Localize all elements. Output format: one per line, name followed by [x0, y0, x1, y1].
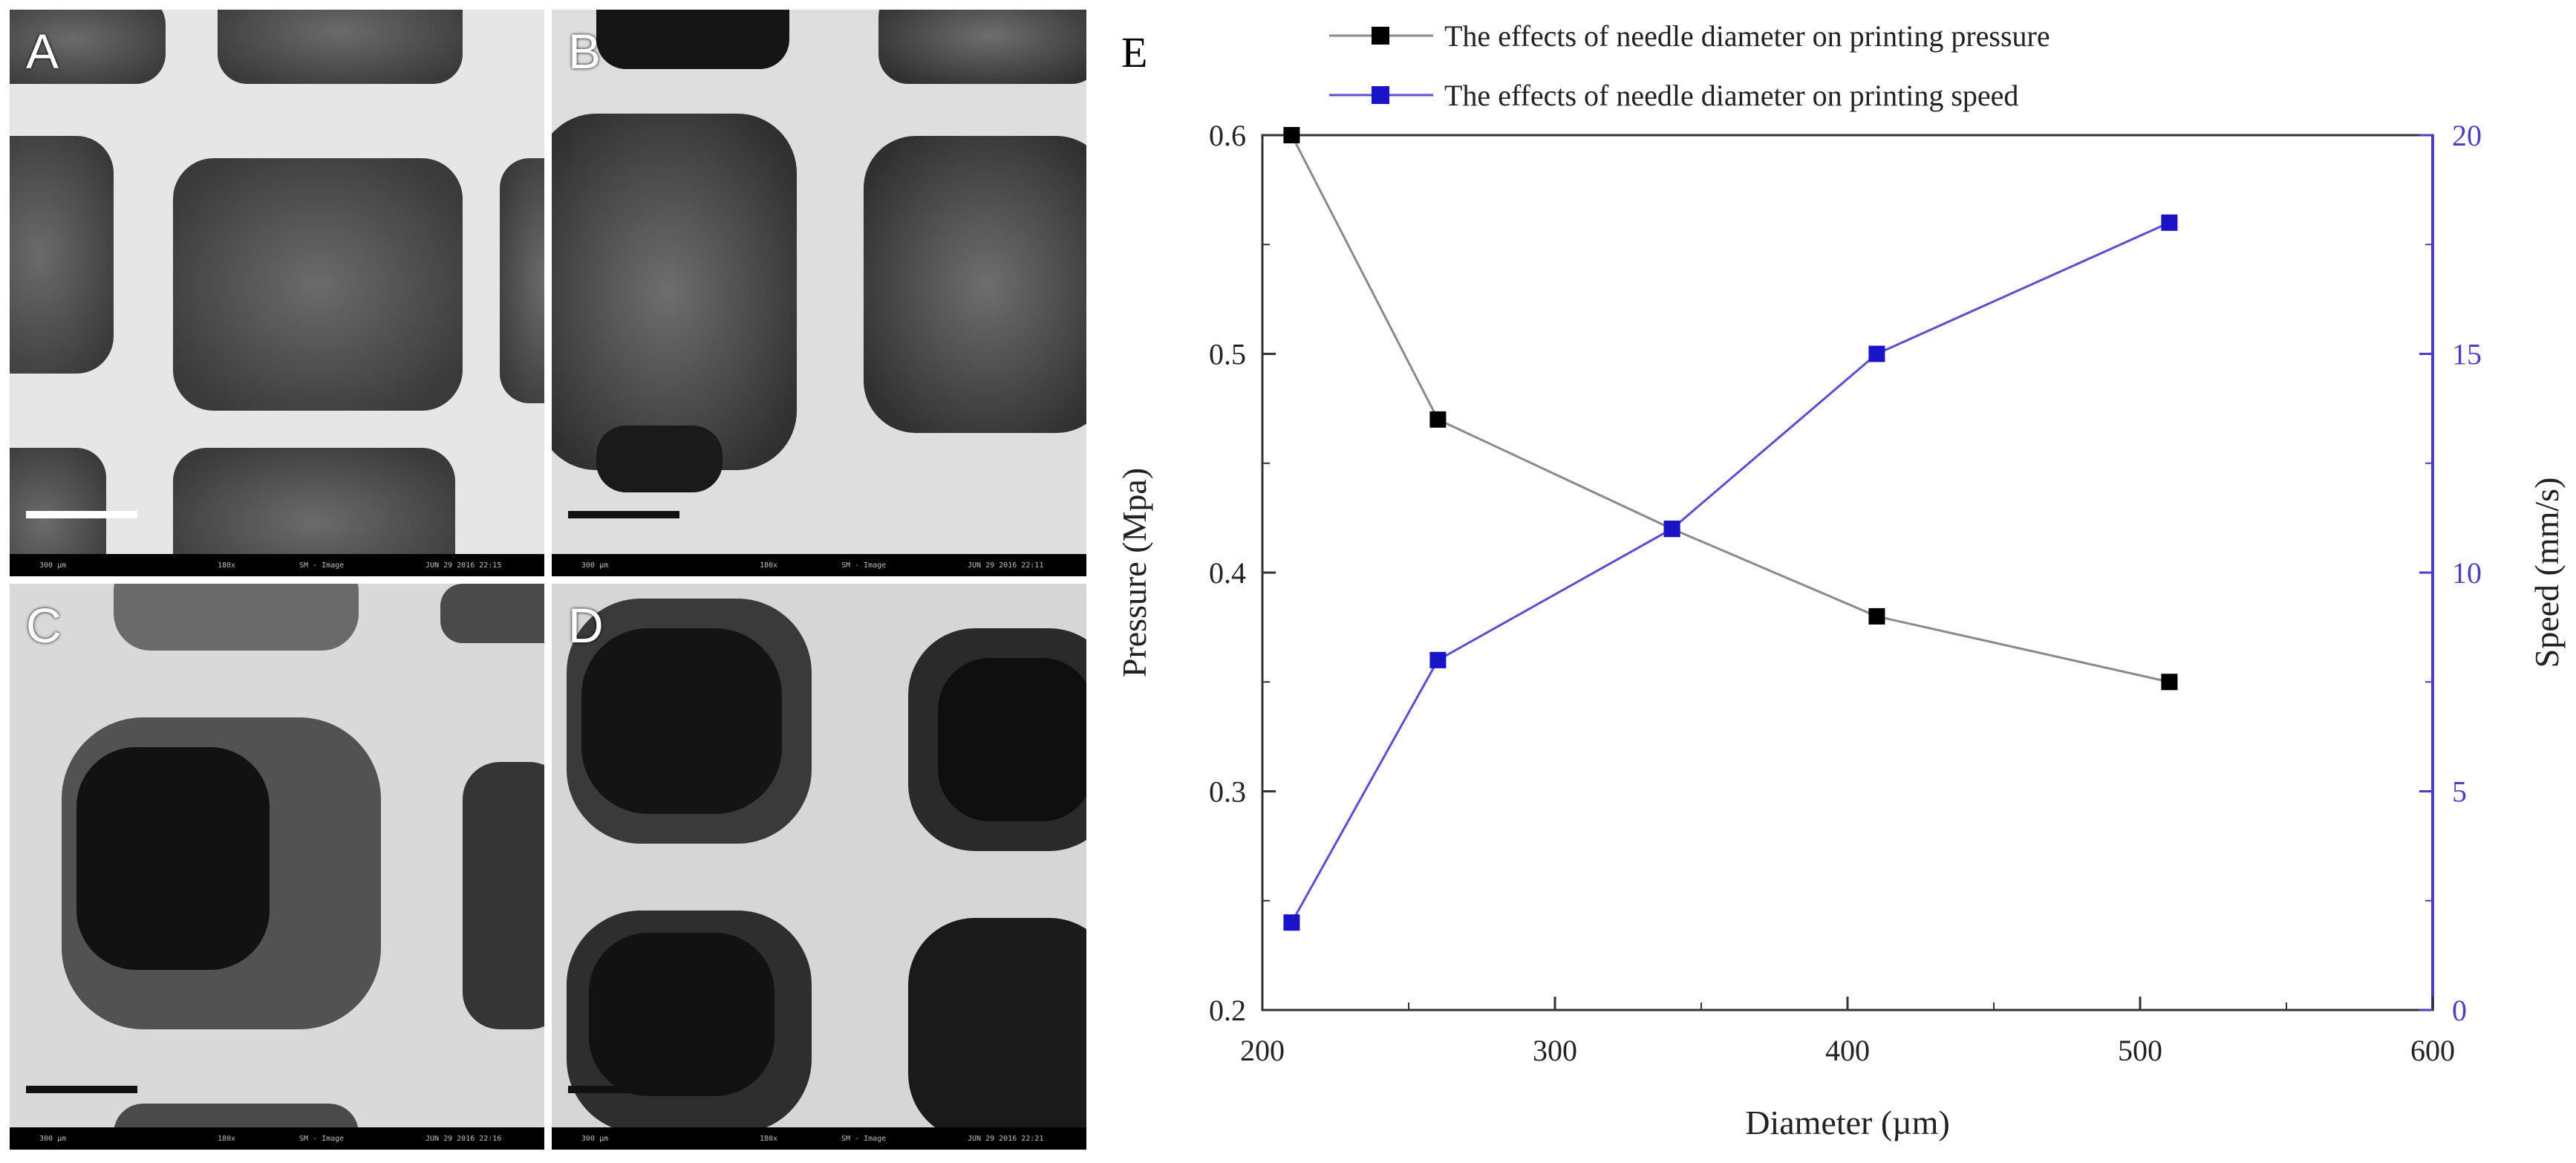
- right-y-axis: 0 5 10 15 20: [2419, 119, 2482, 1027]
- data-point-pressure: [1868, 607, 1885, 625]
- sem-image-c: [10, 584, 544, 1150]
- info-mode-d: SM - Image: [841, 1134, 887, 1143]
- plot-area: [1261, 134, 2434, 1011]
- chart-legend: The effects of needle diameter on printi…: [1329, 19, 2050, 112]
- data-point-speed: [1283, 914, 1300, 931]
- panel-letter-a: A: [26, 24, 59, 79]
- y2-tick-label: 10: [2452, 556, 2482, 590]
- scale-bar-b: [568, 511, 679, 518]
- info-scale-a: 300 µm: [39, 561, 67, 570]
- legend-label-pressure: The effects of needle diameter on printi…: [1444, 19, 2050, 53]
- sem-panel-d: D 300 µm 180x SM - Image JUN 29 2016 22:…: [552, 584, 1086, 1150]
- data-point-pressure: [1283, 127, 1300, 143]
- info-mag-d: 180x: [760, 1134, 778, 1143]
- right-y-axis-label: Speed (mm/s): [2528, 478, 2566, 668]
- x-axis-label: Diameter (µm): [1745, 1104, 1950, 1141]
- scale-bar-d: [568, 1086, 679, 1093]
- panel-letter-c: C: [26, 598, 62, 653]
- sem-info-bar-d: 300 µm 180x SM - Image JUN 29 2016 22:21: [552, 1127, 1086, 1150]
- info-date-c: JUN 29 2016 22:16: [425, 1134, 502, 1143]
- sem-panel-a: A 300 µm 180x SM - Image JUN 29 2016 22:…: [10, 10, 544, 576]
- y-tick-label: 0.4: [1209, 556, 1246, 590]
- info-mag-b: 180x: [760, 561, 778, 570]
- x-axis: 200 300 400 500 600: [1240, 997, 2455, 1067]
- x-tick-label: 400: [1825, 1034, 1870, 1067]
- left-y-axis: 0.2 0.3 0.4 0.5 0.6: [1209, 119, 1276, 1027]
- y2-tick-label: 0: [2452, 994, 2467, 1027]
- x-tick-label: 200: [1240, 1034, 1285, 1067]
- info-date-d: JUN 29 2016 22:21: [968, 1134, 1044, 1143]
- series-line-pressure: [1291, 134, 2170, 683]
- x-tick-label: 500: [2118, 1034, 2162, 1067]
- legend-marker-speed: [1372, 86, 1389, 104]
- data-point-speed: [2161, 214, 2178, 231]
- sem-info-bar-a: 300 µm 180x SM - Image JUN 29 2016 22:15: [10, 554, 544, 576]
- y-tick-label: 0.5: [1209, 338, 1246, 371]
- y2-tick-label: 15: [2452, 338, 2482, 371]
- series-layer: [1283, 127, 2178, 931]
- info-scale-c: 300 µm: [39, 1134, 67, 1143]
- series-line-speed: [1291, 221, 2171, 923]
- info-mode-a: SM - Image: [299, 561, 345, 570]
- legend-label-speed: The effects of needle diameter on printi…: [1444, 79, 2018, 112]
- panel-letter-b: B: [568, 24, 601, 79]
- x-tick-label: 600: [2410, 1034, 2455, 1067]
- sem-panel-b: B 300 µm 180x SM - Image JUN 29 2016 22:…: [552, 10, 1086, 576]
- legend-marker-pressure: [1372, 27, 1389, 45]
- scale-bar-a: [26, 511, 137, 518]
- info-scale-b: 300 µm: [581, 561, 609, 570]
- left-y-axis-label: Pressure (Mpa): [1115, 468, 1153, 677]
- panel-letter-e: E: [1121, 28, 1147, 76]
- x-tick-label: 300: [1533, 1034, 1577, 1067]
- data-point-speed: [1429, 651, 1447, 668]
- y2-tick-label: 20: [2452, 119, 2482, 152]
- info-date-b: JUN 29 2016 22:11: [968, 561, 1044, 570]
- info-mag-c: 180x: [218, 1134, 236, 1143]
- y2-tick-label: 5: [2452, 775, 2467, 809]
- data-point-speed: [1868, 345, 1885, 362]
- line-chart: E The effects of needle diameter on prin…: [1115, 19, 2566, 1141]
- y-tick-label: 0.6: [1209, 119, 1246, 152]
- y-tick-label: 0.3: [1209, 775, 1246, 809]
- y-tick-label: 0.2: [1209, 994, 1246, 1027]
- info-date-a: JUN 29 2016 22:15: [425, 561, 502, 570]
- chart-panel-e: E The effects of needle diameter on prin…: [1106, 0, 2576, 1159]
- panel-letter-d: D: [568, 598, 604, 653]
- sem-info-bar-b: 300 µm 180x SM - Image JUN 29 2016 22:11: [552, 554, 1086, 576]
- sem-panel-c: C 300 µm 180x SM - Image JUN 29 2016 22:…: [10, 584, 544, 1150]
- sem-info-bar-c: 300 µm 180x SM - Image JUN 29 2016 22:16: [10, 1127, 544, 1150]
- info-mag-a: 180x: [218, 561, 236, 570]
- data-point-pressure: [1429, 411, 1447, 428]
- sem-image-b: [552, 10, 1086, 576]
- data-point-speed: [1663, 521, 1680, 538]
- data-point-pressure: [2161, 674, 2178, 691]
- info-mode-c: SM - Image: [299, 1134, 345, 1143]
- info-mode-b: SM - Image: [841, 561, 887, 570]
- sem-image-a: [10, 10, 544, 576]
- info-scale-d: 300 µm: [581, 1134, 609, 1143]
- sem-image-d: [552, 584, 1086, 1150]
- scale-bar-c: [26, 1086, 137, 1093]
